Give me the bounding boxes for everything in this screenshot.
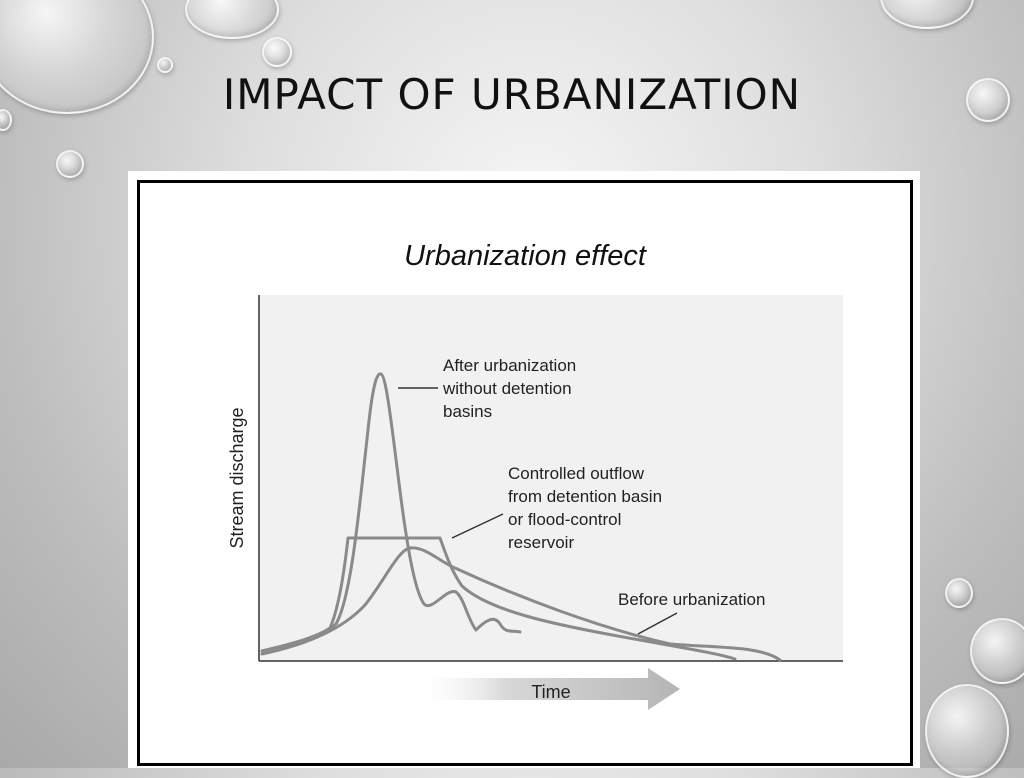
decorative-bubble	[925, 684, 1009, 778]
annotation-after-urbanization: After urbanization without detention bas…	[442, 356, 581, 421]
after-urbanization-curve	[260, 372, 522, 653]
y-axis-label: Stream discharge	[227, 407, 247, 548]
annotation-controlled-outflow: Controlled outflow from detention basin …	[508, 464, 667, 552]
annotation-line: reservoir	[508, 533, 574, 552]
annotation-line: or flood-control	[508, 510, 621, 529]
decorative-bubble	[966, 78, 1010, 122]
annotation-before-urbanization: Before urbanization	[618, 590, 765, 609]
annotation-line: basins	[443, 402, 492, 421]
leader-line-controlled	[451, 513, 504, 539]
time-arrow	[412, 668, 680, 710]
annotation-line: Before urbanization	[618, 590, 765, 609]
decorative-bubble	[56, 150, 84, 178]
decorative-bubble	[970, 618, 1024, 684]
annotation-line: without detention	[442, 379, 572, 398]
annotation-line: After urbanization	[443, 356, 576, 375]
decorative-bubble	[157, 57, 173, 73]
slide-title: IMPACT OF URBANIZATION	[222, 70, 802, 119]
figure-frame	[137, 180, 913, 766]
decorative-bubble	[262, 37, 292, 67]
before-urbanization-curve	[260, 546, 782, 662]
annotation-line: from detention basin	[508, 487, 662, 506]
figure-title: Urbanization effect	[404, 240, 648, 272]
leader-line-before	[637, 612, 678, 635]
plot-area	[258, 295, 843, 661]
decorative-bubble	[0, 109, 12, 131]
decorative-bubble	[945, 578, 973, 608]
annotation-line: Controlled outflow	[508, 464, 645, 483]
x-axis-label: Time	[531, 682, 570, 702]
controlled-outflow-curve	[260, 536, 737, 661]
